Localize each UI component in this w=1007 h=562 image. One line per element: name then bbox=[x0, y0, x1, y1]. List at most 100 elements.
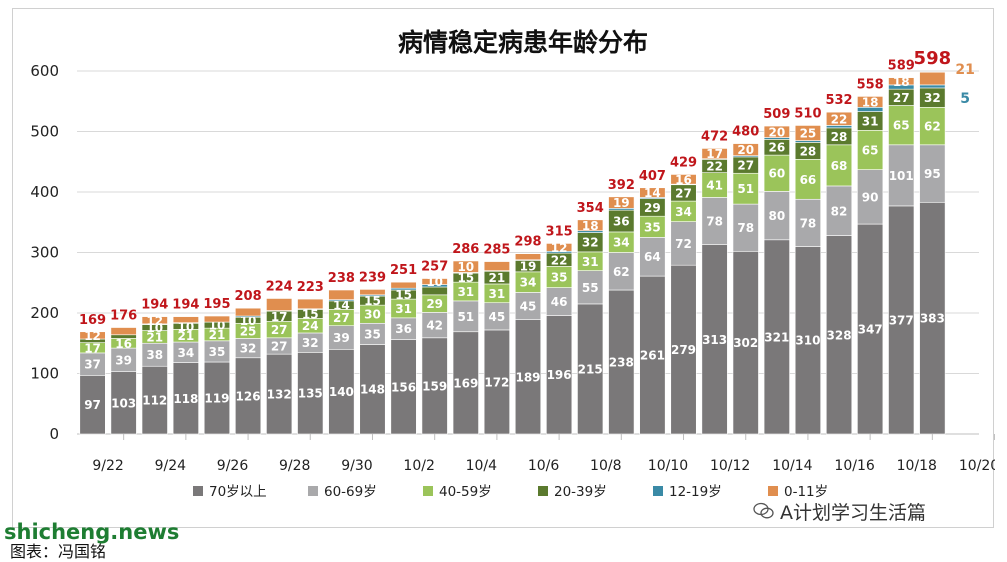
segment-label: 39 bbox=[115, 353, 132, 367]
segment-label: 35 bbox=[644, 220, 661, 234]
bar-segment bbox=[825, 111, 853, 126]
segment-label: 172 bbox=[484, 375, 509, 389]
segment-label: 196 bbox=[547, 368, 572, 382]
segment-label: 51 bbox=[737, 182, 754, 196]
segment-label: 25 bbox=[800, 127, 817, 141]
stacked-bar-chart: 病情稳定病患年龄分布 97371712169103391617611238211… bbox=[30, 28, 995, 500]
segment-label: 18 bbox=[862, 95, 879, 109]
bar-segment bbox=[608, 252, 635, 291]
bar-segment bbox=[452, 260, 479, 273]
bar-segment bbox=[328, 289, 355, 300]
x-tick-label: 10/20 bbox=[959, 458, 995, 474]
bar-segment bbox=[763, 154, 790, 192]
bar-segment bbox=[577, 303, 604, 435]
bar-segment bbox=[328, 348, 355, 435]
segment-label: 62 bbox=[924, 120, 941, 134]
segment-label: 27 bbox=[675, 186, 692, 200]
x-tick-label: 10/4 bbox=[466, 458, 498, 474]
total-label: 589 bbox=[888, 59, 915, 74]
bar-segment bbox=[266, 353, 293, 435]
segment-label: 14 bbox=[644, 186, 661, 200]
segment-label: 32 bbox=[582, 236, 599, 250]
chart-title: 病情稳定病患年龄分布 bbox=[398, 28, 648, 57]
segment-label: 34 bbox=[675, 205, 692, 219]
segment-label: 38 bbox=[146, 348, 163, 362]
total-label: 558 bbox=[857, 77, 884, 92]
segment-label: 156 bbox=[391, 380, 416, 394]
segment-label: 32 bbox=[302, 336, 319, 350]
bar-segment bbox=[359, 289, 386, 296]
total-label: 194 bbox=[172, 298, 199, 313]
bar-segment bbox=[514, 319, 542, 435]
bar-segment bbox=[203, 361, 231, 435]
bar-segment bbox=[794, 198, 821, 247]
segment-label: 46 bbox=[551, 295, 568, 309]
segment-label: 24 bbox=[302, 319, 319, 333]
segment-label: 45 bbox=[489, 310, 506, 324]
x-tick-label: 10/8 bbox=[590, 458, 621, 474]
bar-group: 9737171216910339161761123821101219411834… bbox=[79, 48, 975, 435]
x-tick-label: 10/12 bbox=[710, 458, 750, 474]
bar-segment bbox=[483, 261, 510, 271]
total-label: 532 bbox=[825, 93, 852, 108]
segment-label: 22 bbox=[831, 112, 848, 126]
segment-label: 25 bbox=[240, 324, 257, 338]
segment-label: 119 bbox=[204, 392, 229, 406]
bar-segment bbox=[825, 144, 853, 187]
x-tick-label: 9/28 bbox=[279, 458, 310, 474]
segment-label: 78 bbox=[800, 216, 817, 230]
segment-label: 51 bbox=[457, 310, 474, 324]
segment-label: 101 bbox=[889, 169, 914, 183]
bar-segment bbox=[825, 185, 853, 236]
segment-label: 383 bbox=[920, 312, 945, 326]
x-tick-label: 10/6 bbox=[528, 458, 560, 474]
total-label: 251 bbox=[390, 263, 417, 278]
segment-label: 35 bbox=[551, 271, 568, 285]
segment-label: 14 bbox=[333, 299, 350, 313]
bar-segment bbox=[919, 107, 946, 146]
segment-label: 18 bbox=[893, 75, 910, 89]
segment-label: 238 bbox=[609, 356, 634, 370]
segment-label: 27 bbox=[893, 91, 910, 105]
total-label: 224 bbox=[266, 279, 293, 294]
total-label: 169 bbox=[79, 313, 106, 328]
bar-segment bbox=[203, 315, 231, 323]
segment-label: 35 bbox=[364, 327, 381, 341]
segment-label: 347 bbox=[858, 323, 883, 337]
bar-segment bbox=[390, 339, 417, 435]
bar-segment bbox=[483, 302, 510, 331]
total-label: 315 bbox=[546, 224, 573, 239]
segment-label: 132 bbox=[267, 388, 292, 402]
bar-segment bbox=[701, 197, 728, 245]
segment-label: 27 bbox=[737, 159, 754, 173]
segment-label: 321 bbox=[764, 330, 789, 344]
legend-label: 60-69岁 bbox=[324, 484, 377, 500]
bar-segment bbox=[172, 362, 199, 435]
legend: 70岁以上 60-69岁 40-59岁 20-39岁 12-19岁 0-11岁 bbox=[193, 484, 828, 500]
segment-label: 15 bbox=[395, 288, 412, 302]
segment-label: 12 bbox=[551, 241, 568, 255]
segment-label: 16 bbox=[115, 337, 132, 351]
segment-label: 31 bbox=[489, 287, 506, 301]
bar-segment bbox=[577, 270, 604, 305]
x-axis: 9/22 9/24 9/26 9/28 9/30 10/2 10/4 10/6 10/8 10/1… bbox=[92, 434, 995, 474]
bar-segment bbox=[763, 191, 790, 241]
bar-segment bbox=[888, 77, 915, 86]
legend-label: 12-19岁 bbox=[669, 484, 722, 500]
bar-segment bbox=[732, 203, 759, 252]
legend-swatch bbox=[423, 486, 433, 496]
segment-label: 45 bbox=[520, 300, 537, 314]
segment-label: 27 bbox=[271, 323, 288, 337]
segment-label: 12 bbox=[146, 314, 163, 328]
total-label: 480 bbox=[732, 125, 759, 140]
total-label: 238 bbox=[328, 271, 355, 286]
x-tick-label: 10/16 bbox=[834, 458, 874, 474]
bar-segment bbox=[763, 239, 790, 435]
bar-segment bbox=[763, 125, 790, 138]
bar-segment bbox=[608, 196, 635, 209]
total-label: 472 bbox=[701, 129, 728, 144]
legend-label: 0-11岁 bbox=[784, 484, 828, 500]
total-label: 392 bbox=[608, 178, 635, 193]
segment-label: 35 bbox=[209, 345, 226, 359]
segment-label: 42 bbox=[426, 319, 443, 333]
